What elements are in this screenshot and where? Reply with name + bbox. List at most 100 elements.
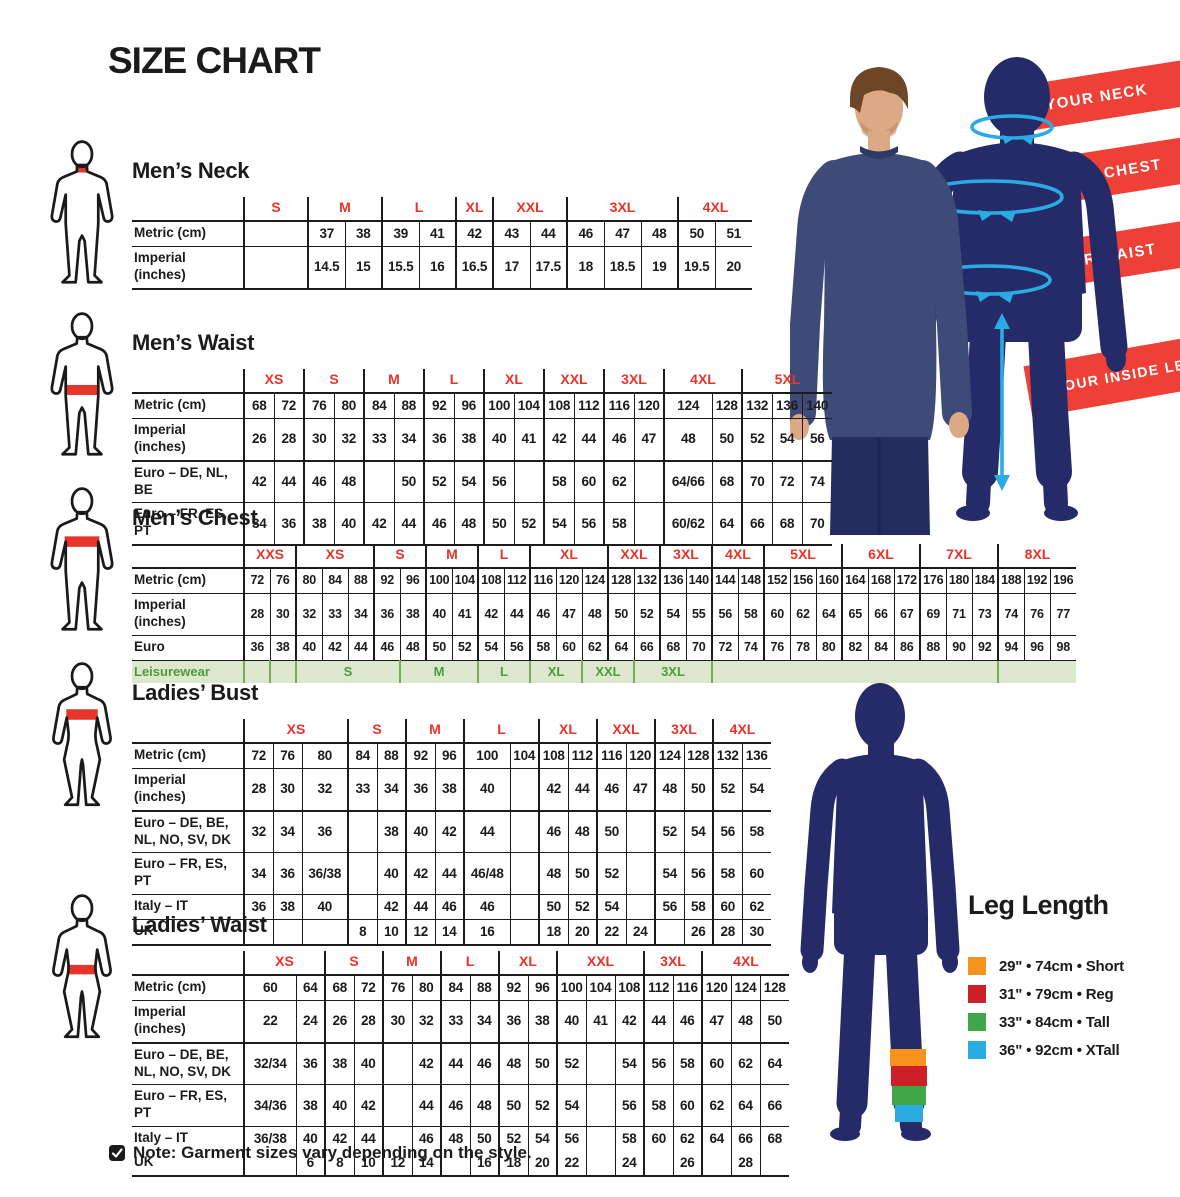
row-label: Imperial (inches)	[134, 771, 186, 804]
table-corner	[132, 951, 244, 975]
size-group-header: 6XL	[841, 544, 920, 568]
row-label: Imperial (inches)	[134, 421, 186, 454]
size-cell: 196	[1049, 568, 1076, 594]
size-cell: 48	[663, 418, 712, 461]
size-group-header: XS	[243, 369, 304, 393]
size-cell: 40	[556, 1000, 586, 1043]
leisurewear-label: Leisurewear	[134, 663, 210, 679]
size-cell: 104	[509, 743, 539, 769]
size-cell: 60	[763, 593, 790, 636]
size-group-header: XS	[295, 544, 374, 568]
size-cell: 46	[303, 460, 334, 503]
size-cell: 80	[815, 635, 842, 660]
size-cell: 116	[672, 975, 702, 1001]
size-cell	[509, 768, 539, 811]
size-cell: 30	[269, 593, 296, 636]
size-cell: 100	[425, 568, 452, 594]
size-cell: 72	[273, 393, 304, 419]
size-group-header: 5XL	[741, 369, 832, 393]
size-cell: 82	[841, 635, 868, 660]
section-mens-chest: Men’s Chest XXS XS S M L XL XXL 3XL 4XL 5XL 6XL 7XL 8…	[40, 487, 1076, 683]
size-cell: 36/38	[301, 852, 348, 895]
size-group-header: XL	[538, 719, 597, 743]
size-cell: 41	[513, 418, 544, 461]
figure-waist-icon	[40, 894, 124, 1062]
size-cell	[243, 246, 308, 289]
size-cell	[585, 1151, 615, 1176]
table-title: Men’s Neck	[132, 158, 250, 183]
model-photo	[790, 67, 972, 535]
size-cell: 54	[453, 460, 484, 503]
size-cell: 132	[712, 743, 742, 769]
size-cell: 44	[353, 1126, 383, 1151]
row-label: Euro – DE, BE, NL, NO, SV, DK	[134, 814, 232, 847]
size-cell: 40	[324, 1084, 354, 1127]
size-cell: 17	[492, 246, 530, 289]
size-cell: 68	[243, 393, 274, 419]
size-cell: 20	[527, 1151, 557, 1176]
size-cell: 54	[659, 593, 686, 636]
size-cell: 68	[771, 502, 802, 546]
size-cell: 108	[477, 568, 504, 594]
size-cell: 24	[625, 919, 655, 945]
size-cell: 30	[272, 768, 302, 811]
leg-length-legend-item: 29" • 74cm • Short	[968, 957, 1124, 975]
size-group-header: M	[425, 544, 478, 568]
size-cell: 54	[654, 852, 684, 895]
size-cell: 44	[405, 894, 435, 920]
size-cell: 46	[423, 502, 454, 546]
leisurewear-cell: S	[295, 660, 400, 683]
size-cell: 74	[801, 460, 832, 503]
size-cell: 70	[685, 635, 712, 660]
legend-swatch	[968, 957, 986, 975]
size-cell: 64	[815, 593, 842, 636]
size-cell: 192	[1023, 568, 1050, 594]
leisurewear-cell: M	[399, 660, 478, 683]
table-title: Ladies’ Bust	[132, 680, 258, 705]
leg-length-silhouette	[800, 683, 960, 1141]
size-cell: 84	[440, 975, 470, 1001]
size-cell: 160	[815, 568, 842, 594]
size-cell: 100	[463, 743, 510, 769]
size-cell: 76	[269, 568, 296, 594]
size-cell: 50	[711, 418, 742, 461]
size-cell: 22	[556, 1151, 586, 1176]
leisurewear-cell	[997, 660, 1076, 683]
size-cell: 28	[353, 1000, 383, 1043]
size-cell: 38	[344, 221, 382, 247]
size-cell: 56	[711, 593, 738, 636]
size-group-header: XL	[455, 197, 493, 221]
size-cell	[509, 852, 539, 895]
size-cell: 28	[730, 1151, 760, 1176]
size-cell: 120	[633, 393, 664, 419]
size-cell: 38	[376, 810, 406, 853]
size-cell: 16	[463, 919, 510, 945]
size-cell: 58	[741, 810, 771, 853]
size-cell: 10	[376, 919, 406, 945]
size-group-header: M	[405, 719, 464, 743]
size-cell: 62	[789, 593, 816, 636]
size-cell: 14	[411, 1151, 441, 1176]
size-group-header: XXL	[543, 369, 604, 393]
size-cell	[382, 1126, 412, 1151]
figure-neck-icon	[40, 140, 124, 308]
row-label: Italy – IT	[134, 898, 189, 914]
size-cell: 100	[556, 975, 586, 1001]
size-cell: 18.5	[603, 246, 641, 289]
size-cell: 14.5	[307, 246, 345, 289]
size-cell: 44	[529, 221, 567, 247]
size-cell: 40	[295, 1126, 325, 1151]
size-cell: 36/38	[243, 1126, 296, 1151]
size-group-header: S	[303, 369, 364, 393]
size-cell: 18	[566, 246, 604, 289]
size-cell: 58	[603, 502, 634, 546]
size-group-header: S	[324, 951, 383, 975]
size-cell: 44	[463, 810, 510, 853]
size-cell: 128	[711, 393, 742, 419]
row-label: Euro – FR, ES, PT	[134, 1088, 228, 1121]
size-cell	[625, 810, 655, 853]
size-cell: 50	[759, 1000, 789, 1043]
row-label: Euro – DE, BE, NL, NO, SV, DK	[134, 1046, 232, 1079]
size-group-header: M	[382, 951, 441, 975]
size-group-header: XXL	[596, 719, 655, 743]
